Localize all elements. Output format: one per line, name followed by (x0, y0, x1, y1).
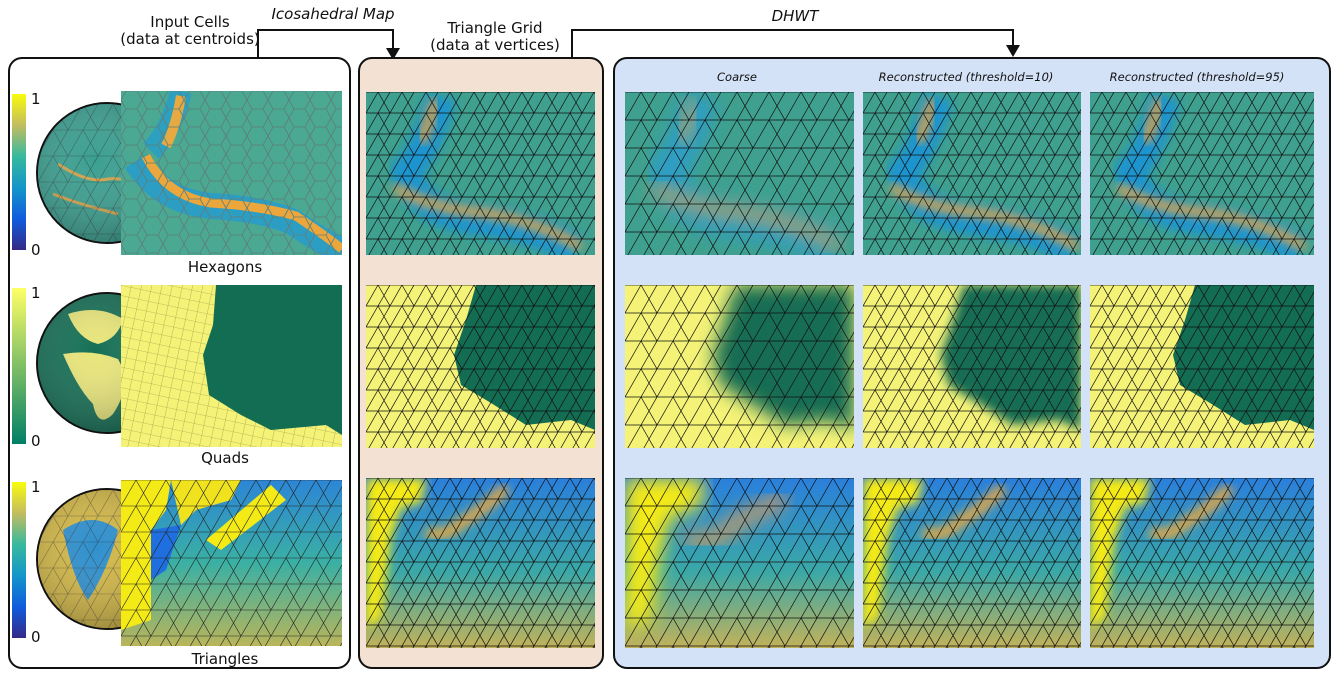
colorbar-row2-min: 0 (31, 432, 41, 450)
triangle-grid-subtitle: (data at vertices) (430, 36, 560, 54)
dhwt-label: DHWT (771, 7, 819, 25)
recon10-row3 (863, 478, 1081, 648)
triangle-grid-row1 (366, 92, 595, 255)
colorbar-row2 (12, 288, 26, 444)
connector-arrows (257, 29, 1020, 60)
colorbar-row3-max: 1 (31, 478, 41, 496)
triangle-grid-header: Triangle Grid (data at vertices) (395, 20, 595, 54)
row2-label: Quads (201, 449, 249, 467)
row1-label: Hexagons (187, 258, 263, 276)
dhwt-arrow (571, 29, 1014, 58)
recon95-row2 (1090, 285, 1314, 448)
recon10-row1 (863, 92, 1081, 255)
input-cells-subtitle: (data at centroids) (120, 30, 260, 48)
icosahedral-map-label: Icosahedral Map (271, 5, 395, 23)
quad-input-image (121, 285, 342, 447)
coarse-column-header: Coarse (717, 70, 757, 84)
recon10-row2 (863, 285, 1081, 448)
recon95-row1 (1090, 92, 1314, 255)
recon10-column-header: Reconstructed (threshold=10) (878, 70, 1054, 84)
input-cells-title: Input Cells (150, 13, 230, 31)
triangle-input-image (121, 480, 342, 646)
triangle-grid-row3 (366, 478, 595, 648)
triangle-grid-row2 (366, 285, 595, 448)
colorbar-row1-max: 1 (31, 90, 41, 108)
input-cells-header: Input Cells (data at centroids) (60, 14, 320, 48)
hexagon-input-image (121, 91, 342, 255)
dhwt-arrowhead (1006, 45, 1020, 57)
colorbar-row1 (12, 94, 26, 250)
icosahedral-map-arrowhead (386, 48, 400, 60)
recon95-column-header: Reconstructed (threshold=95) (1109, 70, 1285, 84)
row3-label: Triangles (191, 650, 259, 668)
colorbar-row2-max: 1 (31, 284, 41, 302)
colorbar-row3-min: 0 (31, 628, 41, 646)
colorbar-row3 (12, 482, 26, 638)
coarse-row1 (625, 92, 854, 255)
colorbar-row1-min: 0 (31, 241, 41, 259)
icosahedral-map-arrow (257, 29, 394, 58)
coarse-row2 (625, 285, 854, 448)
recon95-row3 (1090, 478, 1314, 648)
coarse-row3 (625, 478, 854, 648)
triangle-grid-title: Triangle Grid (447, 19, 543, 37)
